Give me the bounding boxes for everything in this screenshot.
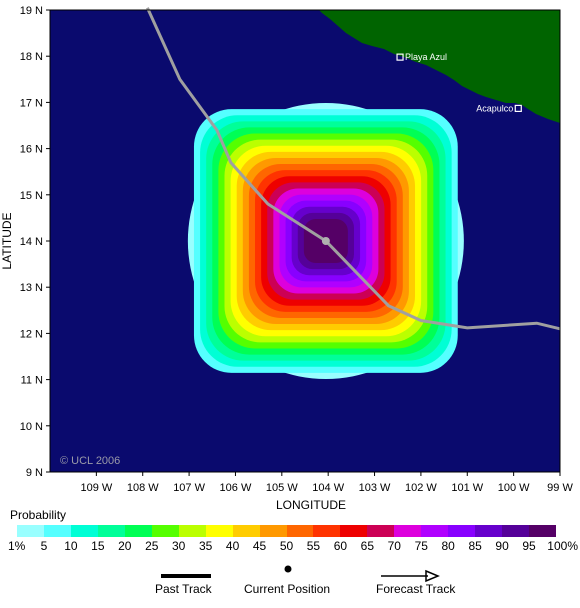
lon-tick-label: 100 W: [498, 482, 530, 494]
axis-ticks: 19 N 18 N 17 N 16 N 15 N 14 N 13 N 12 N 11 N 10 N…: [20, 5, 574, 494]
lon-tick-label: 107 W: [173, 482, 205, 494]
copyright-label: © UCL 2006: [60, 455, 120, 467]
probability-swatch: [394, 525, 422, 537]
probability-swatch: [124, 525, 152, 537]
lon-tick-label: 104 W: [312, 482, 344, 494]
lat-tick-label: 16 N: [20, 144, 43, 156]
city-markers: Playa Azul Acapulco: [396, 52, 522, 113]
probability-swatch: [259, 525, 287, 537]
past-track-legend-label: Past Track: [155, 582, 212, 596]
forecast-arrow-icon: [425, 569, 440, 583]
probability-swatch: [178, 525, 206, 537]
probability-swatch: [502, 525, 530, 537]
lon-tick-label: 103 W: [359, 482, 391, 494]
city-label: Playa Azul: [405, 52, 447, 62]
lon-tick-label: 101 W: [451, 482, 483, 494]
forecast-track-line: [324, 239, 561, 331]
probability-swatch: [340, 525, 368, 537]
lat-tick-label: 15 N: [20, 190, 43, 202]
probability-swatch: [151, 525, 179, 537]
probability-label: 30: [172, 539, 186, 553]
probability-swatch: [421, 525, 449, 537]
probability-label: 60: [333, 539, 348, 553]
lon-tick-label: 109 W: [80, 482, 112, 494]
lon-tick-label: 99 W: [547, 482, 573, 494]
probability-label: 45: [252, 539, 267, 553]
x-axis-title: LONGITUDE: [276, 498, 346, 512]
probability-swatch: [367, 525, 395, 537]
probability-label: 65: [360, 539, 375, 553]
lon-tick-label: 106 W: [220, 482, 252, 494]
lat-tick-label: 9 N: [26, 467, 43, 479]
probability-swatch: [70, 525, 98, 537]
lat-tick-label: 19 N: [20, 5, 43, 17]
probability-swatch: [17, 525, 44, 537]
probability-scale-labels: 1% 5 10 15 20 25 30 35 40 45 50 55 60 65 70 75 80 85 90 95 1…: [0, 539, 580, 553]
probability-label: 35: [198, 539, 213, 553]
probability-label: 10: [64, 539, 78, 553]
probability-swatch: [286, 525, 314, 537]
city-marker-icon: [396, 53, 404, 61]
probability-swatch: [43, 525, 71, 537]
lon-tick-label: 108 W: [127, 482, 159, 494]
probability-swatch: [97, 525, 125, 537]
probability-label: 80: [441, 539, 455, 553]
probability-label: 90: [495, 539, 509, 553]
forecast-track-legend-label: Forecast Track: [376, 582, 456, 596]
current-position-marker: [321, 237, 330, 245]
lat-tick-label: 14 N: [20, 236, 43, 248]
probability-label: 20: [118, 539, 132, 553]
past-track-line: [146, 7, 327, 243]
probability-swatch: [448, 525, 476, 537]
lat-tick-label: 18 N: [20, 51, 43, 63]
probability-title: Probability: [10, 508, 67, 522]
probability-label: 70: [387, 539, 401, 553]
lat-tick-label: 13 N: [20, 282, 43, 294]
probability-swatch: [205, 525, 233, 537]
lat-tick-label: 10 N: [20, 421, 43, 433]
lon-tick-label: 105 W: [266, 482, 298, 494]
lat-tick-label: 17 N: [20, 97, 43, 109]
city-label: Acapulco: [476, 103, 513, 113]
current-position-legend-label: Current Position: [244, 582, 331, 596]
lat-tick-label: 11 N: [21, 375, 43, 387]
probability-label: 75: [414, 539, 428, 553]
probability-swatch: [529, 525, 557, 537]
probability-label: 100%: [547, 539, 578, 553]
probability-label: 55: [306, 539, 321, 553]
lat-tick-label: 12 N: [20, 328, 43, 340]
probability-label: 25: [145, 539, 159, 553]
probability-label: 50: [279, 539, 294, 553]
probability-label: 1%: [8, 539, 26, 553]
probability-label: 85: [468, 539, 482, 553]
probability-swatch: [475, 525, 503, 537]
land-mass: [319, 10, 560, 123]
probability-swatch: [313, 525, 341, 537]
probability-label: 15: [91, 539, 105, 553]
probability-swatch: [232, 525, 260, 537]
probability-label: 95: [522, 539, 536, 553]
city-marker-icon: [514, 104, 522, 113]
probability-label: 40: [225, 539, 240, 553]
y-axis-title: LATITUDE: [0, 212, 14, 269]
current-position-legend-dot: [284, 565, 292, 573]
lon-tick-label: 102 W: [405, 482, 437, 494]
probability-color-scale: [17, 525, 557, 537]
probability-label: 5: [40, 539, 48, 553]
